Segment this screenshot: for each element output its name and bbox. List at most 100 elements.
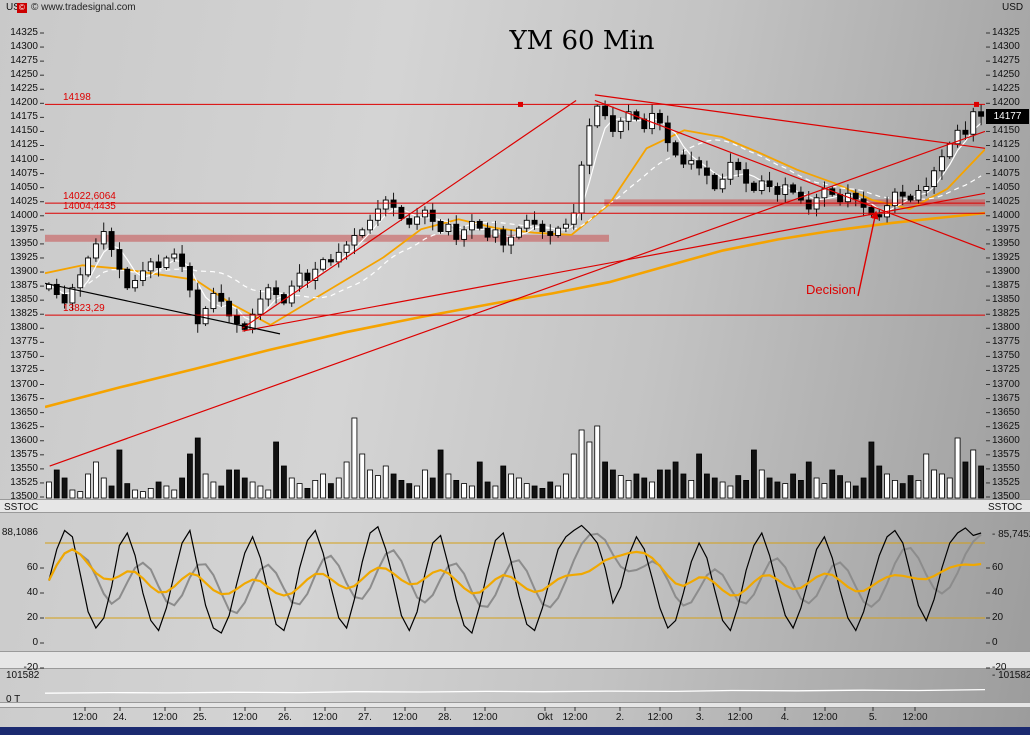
panel3-value-right: - 101582 [992,670,1030,681]
candle-body [132,280,139,289]
candle-body [790,184,797,193]
sstoc-panel [45,524,985,635]
candle-body [233,315,240,325]
candle-body [194,289,201,325]
candle-body [891,191,898,207]
volume-bar [751,449,757,499]
volume-bar [85,473,91,499]
ma-fast-line [48,117,982,322]
volume-bar [132,489,138,499]
volume-bar [304,487,311,499]
sstoc-caption-left: SSTOC [4,502,39,513]
candle-body [711,174,718,190]
volume-bar [664,469,671,499]
volume-bar [469,485,475,499]
volume-bar [69,489,76,499]
volume-bar [594,425,601,499]
candle-body [492,229,499,238]
candle-body [876,214,883,218]
volume-bar [735,475,742,499]
volume-bar [962,461,969,499]
candle-body [962,129,969,135]
volume-bar [766,477,773,499]
candle-body [124,268,131,289]
candle-body [758,180,765,191]
candle-body [61,294,68,304]
volume-bar [398,479,405,499]
candle-body [53,283,60,295]
volume-bar [343,461,350,499]
sstoc-signal-line [47,548,982,597]
last-price-marker: 14177 [986,108,1029,124]
candle-body [226,300,233,317]
volume-bar [915,479,922,499]
volume-bar [100,477,107,499]
volume-bar [116,449,123,499]
volume-bar [249,481,256,499]
candle-body [77,274,84,289]
candle-body [719,178,726,190]
volume-bar [774,481,781,499]
volume-bar [187,453,193,499]
panel-separator [0,652,1030,668]
candle-body [304,272,311,281]
candle-body [468,220,475,231]
main-panel [45,94,985,499]
volume-bar [445,473,452,499]
volume-bar [602,461,608,499]
candle-body [139,270,146,281]
volume-bar [359,453,366,499]
volume-bar [672,461,679,499]
candle-body [186,265,193,291]
volume-bar [617,475,624,499]
candle-body [907,195,914,201]
candle-body [570,212,577,225]
volume-bar [563,473,569,499]
candle-body [946,143,953,158]
sstoc-caption-right: SSTOC [988,502,1023,513]
candle-body [92,243,99,259]
volume-bar [351,417,358,499]
candle-body [218,292,225,302]
volume-bar [954,437,961,499]
candle-body [374,208,381,221]
candle-body [476,220,483,229]
volume-bar [570,453,577,499]
candle-body [171,253,178,259]
volume-bar [155,481,162,499]
candle-body [586,125,593,166]
candle-body [265,287,272,300]
axes [0,32,1030,711]
candle-body [312,268,319,281]
volume-bar [273,441,279,499]
decision-arrow [857,210,879,297]
volume-bar [218,485,225,499]
candle-body [664,122,671,144]
candle-body [649,112,656,130]
candle-body [970,111,977,135]
volume-bar [649,481,655,499]
tradesignal-logo-icon: © [17,3,27,13]
candle-body [602,105,609,117]
volume-bar [265,489,272,499]
volume-bar [805,461,812,499]
candle-body [617,120,624,132]
volume-bar [790,473,796,499]
candle-body [954,129,961,145]
volume-bar [657,469,663,499]
volume-bar [719,481,726,499]
volume-bar [414,485,420,499]
volume-bar [523,483,530,499]
volume-bar [124,483,131,499]
volume-bar [837,475,843,499]
volume-bar [163,485,170,499]
candle-body [703,167,710,176]
candle-body [938,156,945,172]
candle-body [414,216,421,225]
volume-bar [77,491,84,499]
candle-body [931,170,938,187]
volume-bar [382,465,389,499]
volume-bar [288,477,295,499]
volume-bar [970,449,977,499]
